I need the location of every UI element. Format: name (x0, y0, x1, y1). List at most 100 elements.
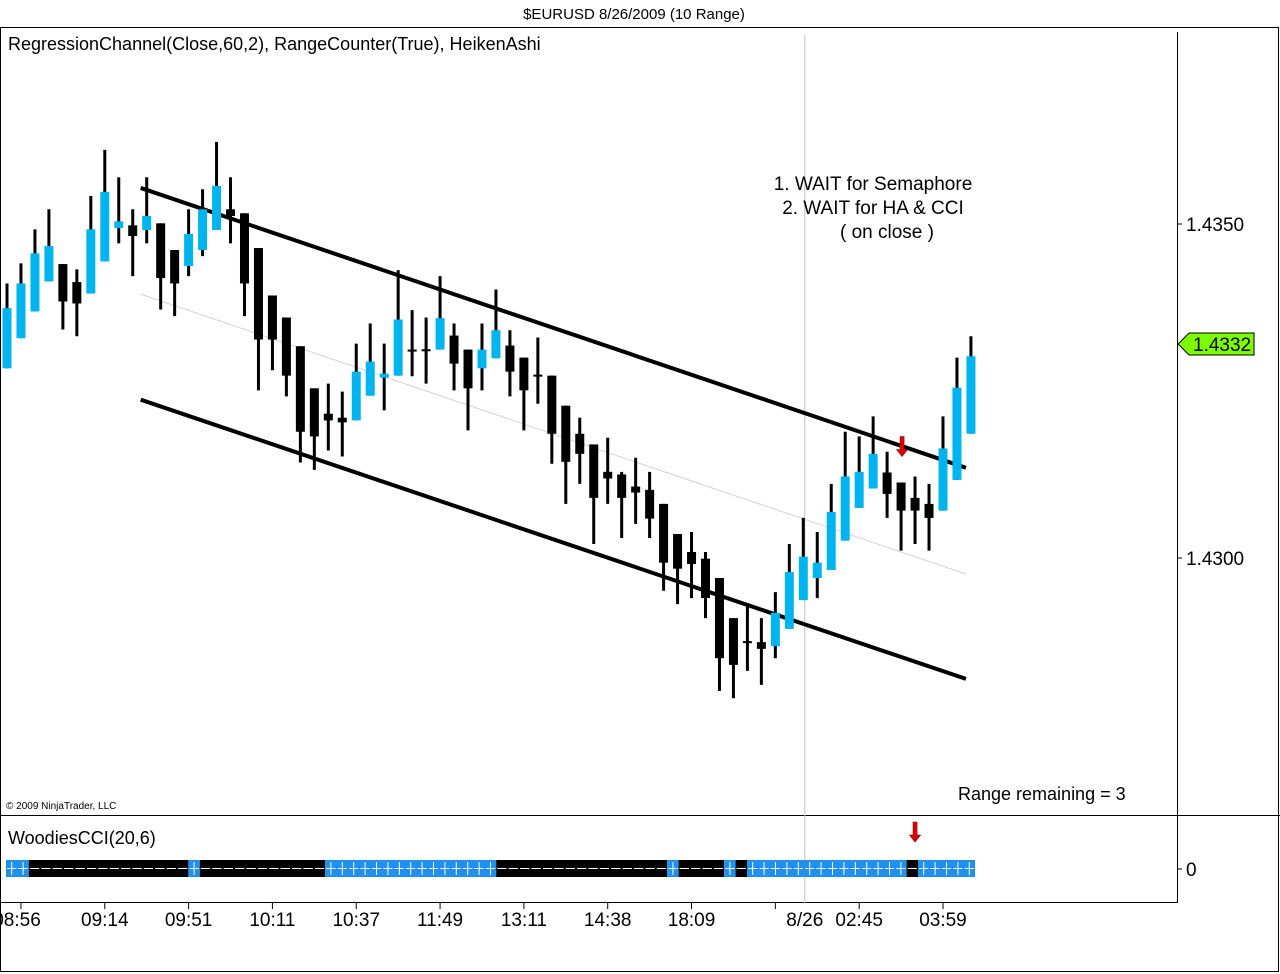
candle (673, 533, 683, 605)
candle-body-down (128, 225, 138, 237)
candle-body-up (86, 229, 96, 294)
candle (966, 336, 976, 434)
cci-bar (6, 860, 975, 877)
candle-body-up (44, 246, 54, 282)
candle (393, 270, 403, 376)
candle-body-down (253, 248, 263, 340)
last-price-label: 1.4332 (1193, 335, 1251, 356)
x-tick-label: 03:59 (919, 910, 967, 931)
candle (924, 483, 934, 551)
candle-body-down (687, 551, 697, 565)
candle (184, 209, 194, 277)
candle (351, 343, 361, 421)
candle-body-up (212, 185, 222, 231)
candle (742, 606, 752, 671)
candle-body-down (156, 223, 166, 279)
candle-body-down (631, 486, 641, 493)
candle-body-down (589, 444, 599, 498)
cci-panel-indicator-label: WoodiesCCI(20,6) (8, 828, 156, 848)
candle (449, 323, 459, 391)
range-counter-text: Range remaining = 3 (958, 784, 1126, 804)
cci-signal-arrow-down-icon (908, 821, 922, 843)
candle (854, 436, 864, 508)
candle (784, 543, 794, 629)
candle-body-up (784, 572, 794, 629)
candle-body-down (742, 641, 752, 644)
candle (617, 471, 627, 538)
candle-body-up (435, 318, 445, 350)
window-title: $EURUSD 8/26/2009 (10 Range) (523, 6, 745, 23)
candle (798, 517, 808, 601)
candle-body-up (966, 356, 976, 434)
candle (826, 483, 836, 571)
candle (463, 349, 473, 431)
candle-body-down (896, 482, 906, 511)
candle-body-down (449, 335, 459, 364)
candle (505, 330, 515, 397)
price-panel-indicator-label: RegressionChannel(Close,60,2), RangeCoun… (8, 34, 541, 54)
y-tick-label: 1.4300 (1186, 549, 1244, 570)
candle-body-down (617, 474, 627, 498)
x-tick-label: 02:45 (835, 910, 883, 931)
candle (938, 416, 948, 511)
last-price-marker: 1.4332 (1177, 332, 1255, 356)
candle-body-up (477, 349, 487, 369)
candle-body-up (393, 319, 403, 376)
x-tick-label: 10:11 (249, 910, 295, 931)
candle-body-up (812, 562, 822, 579)
chart-frame (0, 27, 1279, 972)
regression-lower-line (140, 397, 967, 681)
candle-body-down (910, 497, 920, 511)
candle (645, 471, 655, 538)
candle (2, 283, 12, 369)
candle-body-up (938, 448, 948, 511)
candle (868, 416, 878, 489)
candle-body-down (505, 345, 515, 372)
candle-body-up (798, 556, 808, 601)
candle-body-down (701, 558, 710, 599)
candle (156, 223, 166, 310)
cci-segment-down (678, 860, 725, 877)
x-tick-label: 13:11 (501, 910, 547, 931)
candle (840, 431, 850, 541)
candle-body-up (868, 453, 878, 489)
candle-body-down (728, 618, 738, 665)
candle (896, 482, 906, 551)
candle-body-down (463, 349, 473, 389)
candle-body-down (337, 417, 347, 423)
candle (142, 177, 152, 244)
candle-body-up (365, 361, 375, 396)
candle-body-up (198, 209, 208, 251)
candle-body-down (547, 375, 557, 434)
candle (519, 357, 529, 431)
cci-segment-down (28, 860, 189, 877)
candle (337, 391, 347, 457)
last-price-tag (1177, 332, 1255, 356)
candle-body-down (714, 578, 724, 659)
candle (714, 578, 724, 691)
annotation-line-2: 2. WAIT for HA & CCI (782, 198, 964, 219)
candle-body-down (281, 317, 291, 376)
candle (756, 618, 766, 685)
candle-body-down (603, 471, 613, 479)
candle (198, 189, 208, 257)
candle (533, 337, 543, 404)
candle (575, 417, 585, 484)
candle (365, 323, 375, 396)
candle (770, 592, 780, 659)
candle (882, 451, 892, 518)
candle (170, 250, 180, 317)
copyright-text: © 2009 NinjaTrader, LLC (6, 801, 116, 812)
candle-body-up (826, 511, 836, 571)
candle-body-down (561, 405, 571, 462)
candle (295, 346, 305, 463)
candle (30, 229, 40, 312)
candle-body-down (533, 374, 543, 377)
price-signal-arrow-down-icon (895, 436, 909, 458)
candle (114, 177, 124, 244)
candle (728, 618, 738, 699)
candle-body-down (575, 433, 585, 454)
candle (226, 177, 236, 244)
candle-body-down (170, 250, 180, 284)
y-axis-ticks: 1.4350 1.4300 (1177, 215, 1244, 570)
